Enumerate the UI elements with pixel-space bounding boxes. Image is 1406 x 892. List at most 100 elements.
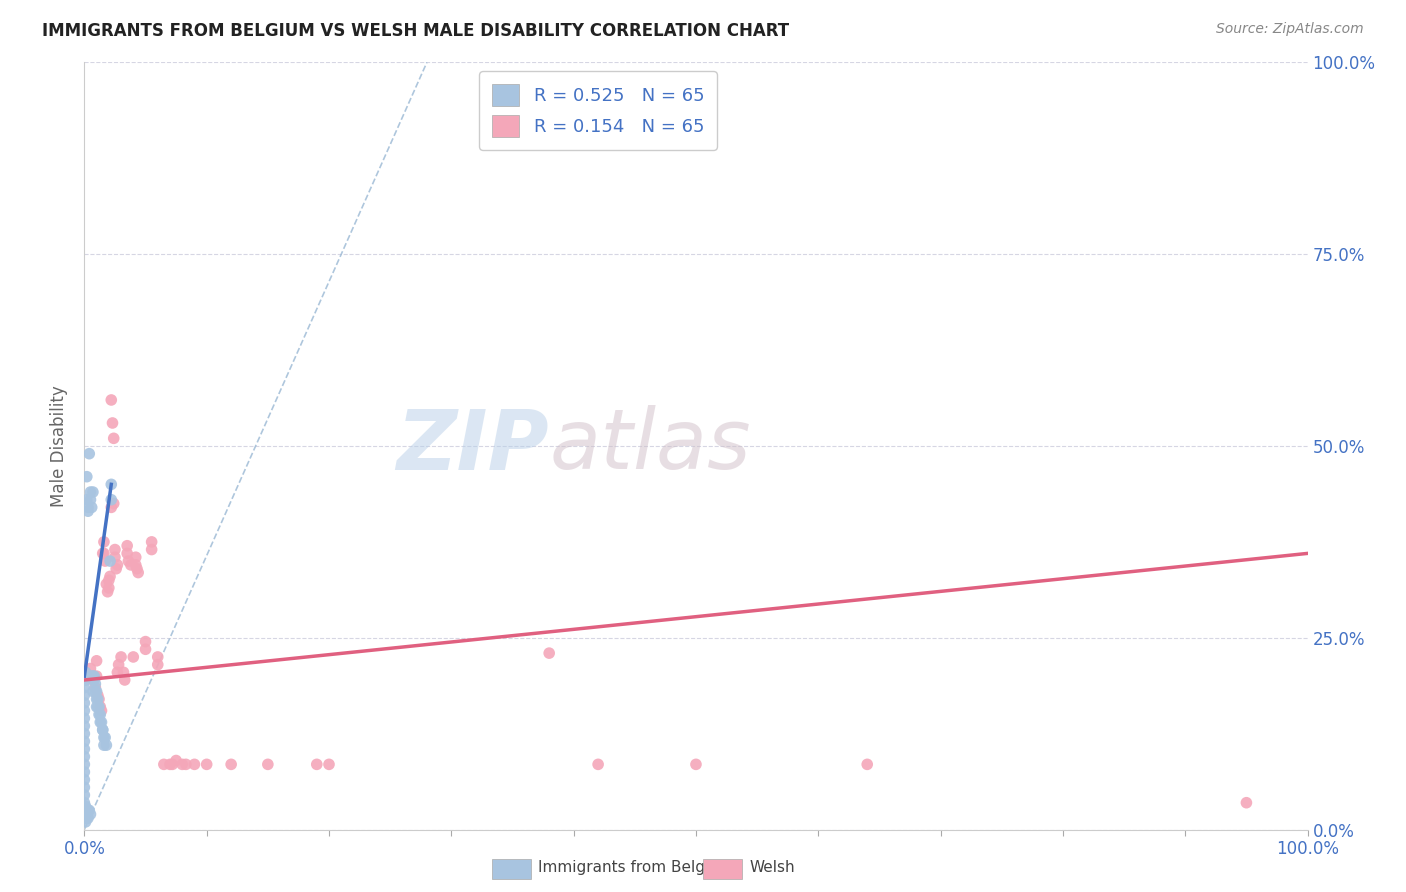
Point	[105, 562, 128, 576]
Point	[87, 699, 110, 714]
Point	[87, 707, 110, 722]
Point	[75, 799, 97, 814]
Point	[104, 542, 127, 557]
Text: ZIP: ZIP	[396, 406, 550, 486]
Point	[73, 757, 96, 772]
Point	[219, 757, 242, 772]
Point	[120, 558, 142, 572]
Point	[153, 757, 176, 772]
Text: atlas: atlas	[550, 406, 751, 486]
Point	[94, 554, 117, 568]
Point	[685, 757, 707, 772]
Point	[73, 704, 96, 718]
Point	[79, 485, 101, 500]
Point	[195, 757, 218, 772]
Point	[84, 684, 107, 698]
Point	[73, 749, 96, 764]
Point	[73, 811, 96, 825]
Point	[305, 757, 328, 772]
Point	[80, 500, 103, 515]
Point	[75, 665, 97, 680]
Point	[87, 692, 110, 706]
Point	[83, 669, 105, 683]
Y-axis label: Male Disability: Male Disability	[51, 385, 69, 507]
Point	[77, 804, 100, 818]
Point	[115, 539, 138, 553]
Point	[183, 757, 205, 772]
Point	[86, 692, 108, 706]
Point	[73, 765, 96, 780]
Point	[73, 780, 96, 795]
Point	[105, 558, 128, 572]
Point	[86, 669, 108, 683]
Point	[114, 673, 136, 687]
Point	[73, 796, 96, 810]
Point	[165, 754, 187, 768]
Point	[115, 546, 138, 560]
Point	[117, 554, 139, 568]
Point	[86, 699, 108, 714]
Point	[73, 673, 96, 687]
Point	[82, 673, 104, 687]
Point	[82, 669, 104, 683]
Point	[257, 757, 280, 772]
Point	[87, 699, 110, 714]
Point	[76, 811, 98, 825]
Point	[174, 757, 197, 772]
Point	[90, 704, 112, 718]
Point	[141, 542, 163, 557]
Point	[146, 649, 169, 664]
Point	[172, 757, 194, 772]
Point	[79, 807, 101, 822]
Point	[76, 804, 98, 818]
Point	[77, 804, 100, 818]
Point	[90, 715, 112, 730]
Point	[89, 699, 111, 714]
Point	[97, 573, 120, 587]
Point	[127, 566, 149, 580]
Point	[80, 669, 103, 683]
Point	[105, 665, 128, 680]
Point	[586, 757, 609, 772]
Point	[83, 669, 105, 683]
Text: Welsh: Welsh	[749, 861, 794, 875]
Point	[73, 726, 96, 740]
Point	[103, 496, 125, 510]
Point	[75, 814, 97, 829]
Point	[125, 562, 148, 576]
Point	[87, 689, 110, 703]
Point	[76, 469, 98, 483]
Point	[100, 477, 122, 491]
Point	[101, 416, 124, 430]
Point	[107, 657, 129, 672]
Point	[73, 772, 96, 787]
Point	[73, 788, 96, 802]
Point	[73, 804, 96, 818]
Point	[89, 707, 111, 722]
Point	[93, 731, 115, 745]
Point	[91, 723, 114, 737]
Point	[93, 534, 115, 549]
Point	[77, 504, 100, 518]
Point	[146, 657, 169, 672]
Point	[73, 689, 96, 703]
Point	[135, 642, 157, 657]
Point	[79, 492, 101, 507]
Point	[162, 757, 184, 772]
Point	[89, 715, 111, 730]
Point	[96, 577, 118, 591]
Point	[73, 719, 96, 733]
Point	[77, 811, 100, 825]
Point	[76, 492, 98, 507]
Legend: R = 0.525   N = 65, R = 0.154   N = 65: R = 0.525 N = 65, R = 0.154 N = 65	[479, 71, 717, 150]
Point	[86, 684, 108, 698]
Point	[73, 734, 96, 748]
Point	[159, 757, 181, 772]
Point	[112, 665, 135, 680]
Point	[122, 649, 145, 664]
Point	[86, 654, 108, 668]
Point	[318, 757, 340, 772]
Point	[141, 534, 163, 549]
Point	[75, 673, 97, 687]
Text: Immigrants from Belgium: Immigrants from Belgium	[538, 861, 734, 875]
